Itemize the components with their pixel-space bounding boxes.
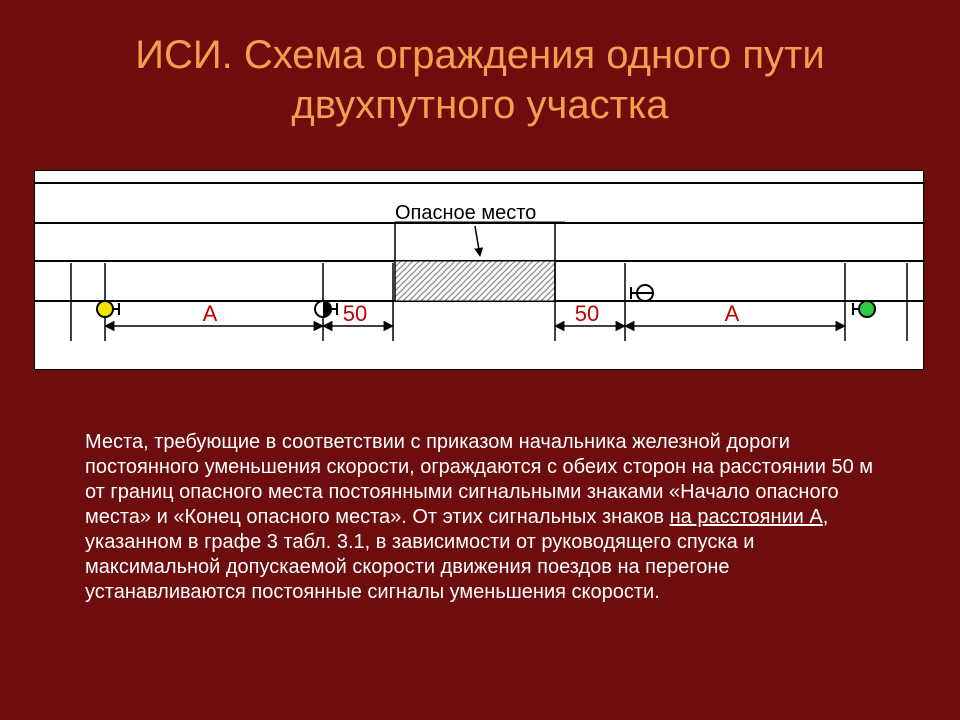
svg-text:Опасное место: Опасное место (395, 202, 536, 224)
slide: ИСИ. Схема ограждения одного пути двухпу… (0, 0, 960, 720)
svg-text:50: 50 (575, 301, 599, 326)
track-diagram: Опасное место А 50 50 А (34, 170, 924, 370)
svg-text:50: 50 (343, 301, 367, 326)
slide-title: ИСИ. Схема ограждения одного пути двухпу… (0, 0, 960, 150)
svg-text:А: А (725, 301, 740, 326)
body-underlined: на расстоянии А (670, 506, 823, 528)
svg-text:А: А (203, 301, 218, 326)
diagram-svg: Опасное место А 50 50 А (35, 171, 925, 371)
description-paragraph: Места, требующие в соответствии с приказ… (85, 430, 880, 605)
